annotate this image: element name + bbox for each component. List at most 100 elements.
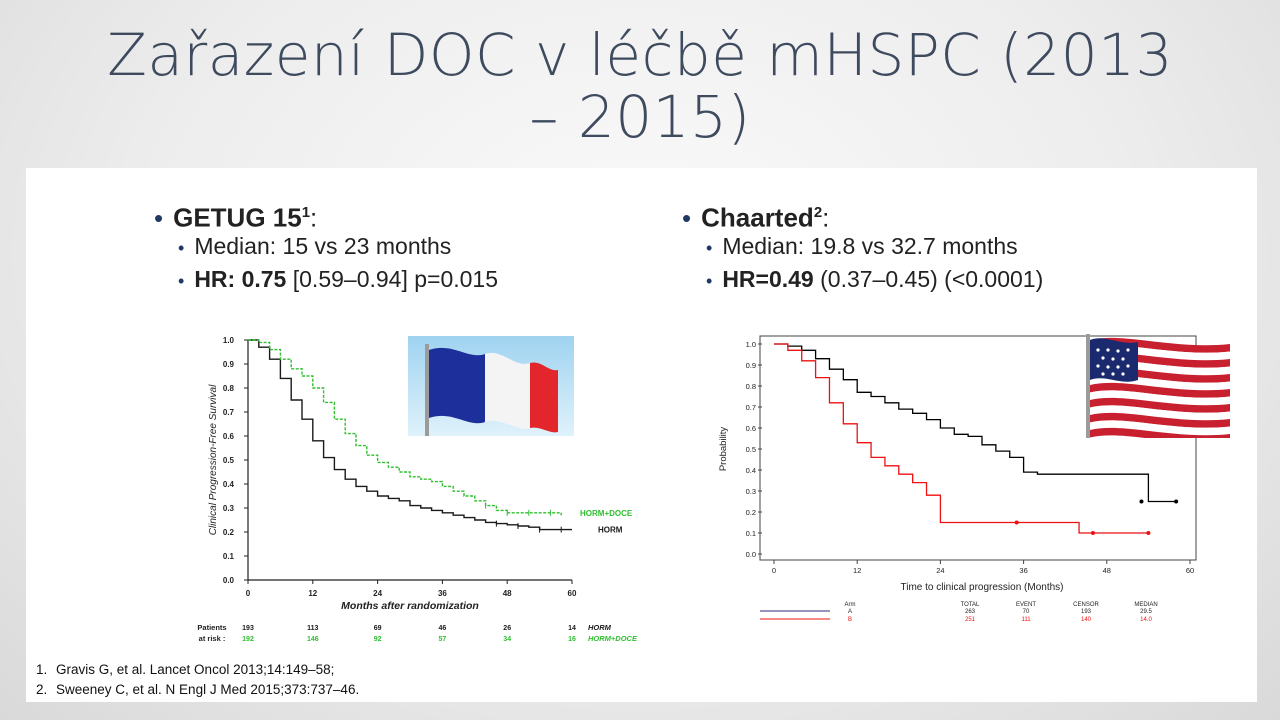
getug-series-horm-plus-doce [248, 339, 562, 516]
chaarted-table-cell: 70 [1023, 609, 1030, 615]
bullet-dot: • [178, 271, 185, 291]
reference-item: 1. Gravis G, et al. Lancet Oncol 2013;14:… [36, 662, 335, 677]
bullet-dot: • [682, 202, 692, 233]
getug-at-risk-value: 26 [503, 625, 511, 632]
getug-median: • Median: 15 vs 23 months [178, 233, 452, 259]
chaarted-y-tick-label: 0.3 [746, 487, 756, 496]
chaarted-bullets: • Chaarted2: • Median: 19.8 vs 32.7 months… [682, 196, 1043, 296]
us-flag-stripe [1090, 420, 1230, 436]
getug-x-tick-label: 12 [308, 589, 317, 598]
references: 1. Gravis G, et al. Lancet Oncol 2013;14:… [36, 660, 359, 700]
getug-at-risk-label: at risk : [199, 634, 226, 643]
bullet-dot: • [178, 238, 185, 258]
getug-x-axis-title: Months after randomization [341, 600, 479, 612]
chaarted-median: • Median: 19.8 vs 32.7 months [706, 233, 1018, 259]
bullet-dot: • [154, 202, 164, 233]
chaarted-axes [758, 335, 1197, 564]
chaarted-ref-sup: 2 [813, 204, 823, 221]
chaarted-table-header: Arm [845, 602, 856, 608]
chaarted-series [774, 343, 1179, 535]
us-flag-stripe [1090, 405, 1230, 421]
chaarted-y-axis-title: Probability [718, 427, 729, 472]
getug-y-tick-label: 0.0 [223, 576, 235, 585]
getug-hr: • HR: 0.75 [0.59–0.94] p=0.015 [178, 266, 499, 292]
getug-x-tick-label: 60 [568, 589, 577, 598]
chaarted-x-tick-label: 12 [853, 566, 861, 575]
getug-at-risk-value: 57 [439, 636, 447, 643]
chaarted-km-chart: 0.0 0.1 0.2 0.3 0.4 0.5 0.6 0.7 0.8 0.9 1.0 0 12 24 36… [718, 335, 1197, 593]
getug-y-tick-label: 0.6 [223, 432, 235, 441]
chaarted-table-cell: 193 [1081, 609, 1092, 615]
chaarted-y-tick-label: 0.8 [746, 382, 756, 391]
getug-x-tick-label: 36 [438, 589, 447, 598]
getug-at-risk-row-name: HORM [588, 623, 612, 632]
reference-item: 2. Sweeney C, et al. N Engl J Med 2015;37… [36, 682, 360, 697]
getug-y-tick-label: 0.5 [223, 456, 235, 465]
chaarted-series-b [774, 343, 1149, 534]
chaarted-table-cell: 29.5 [1140, 609, 1152, 615]
chaarted-hr: • HR=0.49 (0.37–0.45) (<0.0001) [706, 266, 1044, 292]
getug-at-risk-value: 92 [374, 636, 382, 643]
getug-at-risk-value: 192 [242, 636, 254, 643]
getug-x-tick-label: 0 [246, 589, 251, 598]
getug-at-risk-value: 34 [503, 636, 511, 643]
chaarted-y-tick-label: 0.2 [746, 508, 756, 517]
chaarted-x-tick-label: 24 [936, 566, 944, 575]
french-flag-svg [408, 336, 574, 436]
chaarted-y-tick-label: 0.0 [746, 550, 756, 559]
getug-series-horm [248, 339, 572, 531]
getug-at-risk-value: 113 [307, 625, 318, 632]
us-flag-svg [1086, 334, 1230, 443]
getug-at-risk-label: Patients [197, 623, 226, 632]
us-flag-stripe [1090, 390, 1230, 406]
chaarted-y-tick-label: 0.5 [746, 445, 756, 454]
french-flag-icon [408, 336, 574, 436]
getug-at-risk-value: 14 [568, 625, 576, 632]
bullet-dot: • [706, 238, 713, 258]
getug-at-risk-value: 193 [242, 625, 254, 632]
getug-y-tick-label: 0.2 [223, 528, 235, 537]
getug-heading: • GETUG 151: [154, 202, 318, 233]
slide-title-line2: – 2015) [529, 83, 751, 151]
getug-at-risk-value: 16 [568, 636, 576, 643]
us-flag-stripe [1090, 397, 1230, 413]
chaarted-censor-marker [1090, 531, 1095, 535]
getug-y-tick-label: 0.3 [223, 504, 235, 513]
chaarted-censor-marker [1014, 520, 1019, 525]
chaarted-table-header: TOTAL [961, 602, 980, 608]
getug-y-tick-label: 0.9 [223, 360, 235, 369]
content-panel: • GETUG 151: • Median: 15 vs 23 months • HR… [26, 168, 1257, 702]
getug-at-risk-value: 69 [374, 625, 382, 632]
getug-y-tick-label: 0.7 [223, 408, 235, 417]
getug-at-risk-value: 46 [439, 625, 447, 632]
chaarted-x-axis-title: Time to clinical progression (Months) [900, 582, 1063, 593]
chaarted-censor-marker [1139, 499, 1144, 504]
getug-ref-sup: 1 [301, 204, 311, 221]
chaarted-table-cell: 14.0 [1140, 617, 1152, 623]
bullet-dot: • [706, 271, 713, 291]
chaarted-x-tick-label: 36 [1019, 566, 1027, 575]
chaarted-y-tick-label: 0.6 [746, 424, 756, 433]
getug-bullets: • GETUG 151: • Median: 15 vs 23 months • HR… [154, 196, 498, 296]
chaarted-table-header: CENSOR [1073, 602, 1099, 608]
getug-labels: 0.0 0.1 0.2 0.3 0.4 0.5 0.6 0.7 0.8 0.9 1.0 0 12 24 36… [197, 336, 638, 643]
chaarted-heading: • Chaarted2: [682, 202, 830, 233]
chaarted-censor-marker [1146, 531, 1151, 535]
getug-at-risk-value: 146 [307, 636, 319, 643]
chaarted-y-tick-label: 0.7 [746, 403, 756, 412]
getug-series [248, 339, 572, 533]
getug-axes [244, 339, 573, 584]
chaarted-table-cell: 263 [965, 609, 976, 615]
chaarted-table-header: EVENT [1016, 602, 1036, 608]
chaarted-table-cell: 251 [965, 617, 976, 623]
getug-y-tick-label: 0.4 [223, 480, 235, 489]
chaarted-y-tick-label: 0.1 [746, 529, 756, 538]
chaarted-censor-marker [1174, 499, 1179, 504]
getug-series-label: HORM [598, 526, 623, 535]
chaarted-x-tick-label: 60 [1186, 566, 1194, 575]
us-flag-stripe [1090, 337, 1230, 353]
chaarted-y-tick-label: 0.4 [746, 466, 756, 475]
us-flag-stripe [1090, 382, 1230, 398]
slide-title: Zařazení DOC v léčbě mHSPC (2013 – 2015) [40, 24, 1240, 148]
chaarted-y-tick-label: 0.9 [746, 361, 756, 370]
